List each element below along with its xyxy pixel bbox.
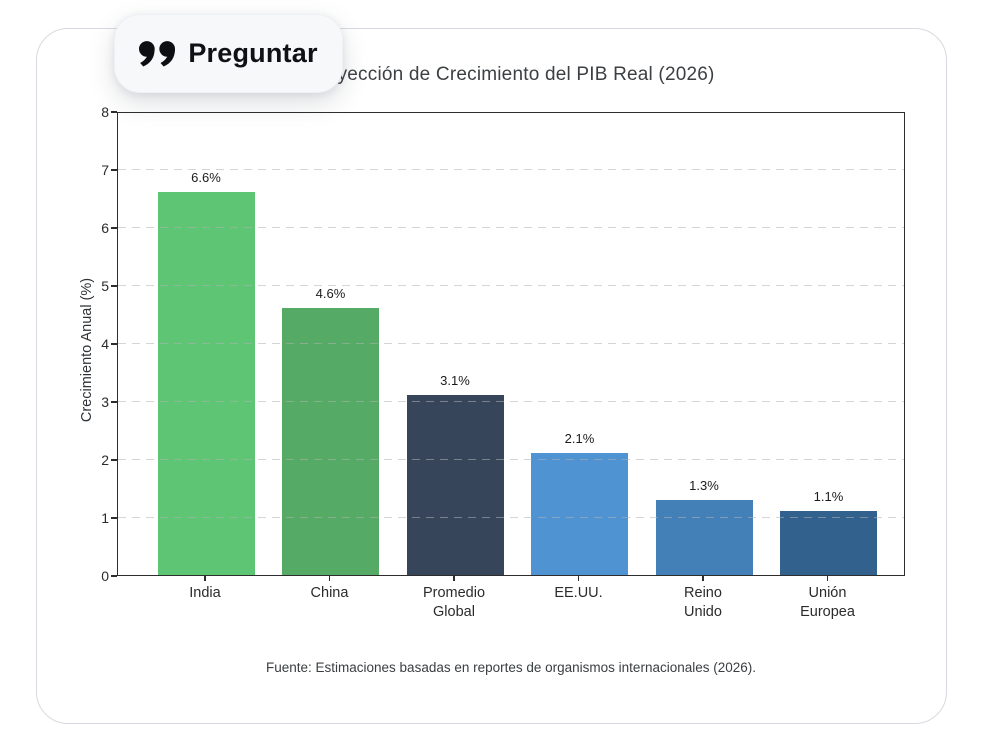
- bar: [531, 453, 628, 575]
- y-tick-label: 1: [101, 510, 109, 526]
- x-tick: [204, 576, 206, 581]
- source-note: Fuente: Estimaciones basadas en reportes…: [265, 660, 757, 675]
- y-tick: [111, 575, 117, 577]
- y-tick: [111, 517, 117, 519]
- ask-button-label: Preguntar: [188, 38, 318, 68]
- chart-title: Proyección de Crecimiento del PIB Real (…: [307, 64, 715, 85]
- gridline: [118, 342, 904, 344]
- x-tick-label: Reino Unido: [684, 585, 722, 620]
- bar-value-label: 4.6%: [315, 286, 346, 302]
- x-tick: [328, 576, 331, 581]
- bar: [406, 395, 504, 575]
- x-tick-label: India: [189, 585, 221, 601]
- x-tick: [453, 576, 455, 581]
- bar-value-label: 1.1%: [813, 489, 844, 505]
- x-tick-label: China: [310, 585, 349, 601]
- bar: [157, 192, 255, 575]
- bar-value-label: 2.1%: [564, 431, 595, 447]
- gridline: [118, 400, 904, 402]
- y-tick-label: 8: [101, 104, 109, 120]
- y-tick: [111, 227, 117, 229]
- bar: [282, 308, 379, 575]
- y-tick-label: 2: [101, 452, 109, 468]
- y-tick-label: 3: [101, 394, 109, 410]
- y-tick-label: 5: [101, 278, 109, 294]
- ask-button[interactable]: Preguntar: [114, 14, 343, 93]
- y-tick: [111, 169, 117, 171]
- x-tick-label: Unión Europea: [800, 585, 855, 620]
- plot-area: 6.6% 4.6% 3.1% 2.1% 1.3% 1.1%: [117, 112, 905, 576]
- x-tick: [702, 576, 704, 581]
- gridline: [118, 458, 904, 460]
- y-tick-label: 6: [101, 220, 109, 236]
- bar-value-label: 1.3%: [689, 477, 719, 493]
- bar-value-label: 6.6%: [191, 170, 221, 186]
- y-tick: [111, 343, 117, 345]
- y-tick: [111, 459, 117, 461]
- y-tick: [111, 285, 117, 287]
- gridline: [118, 226, 904, 228]
- y-tick-label: 4: [101, 336, 109, 352]
- bar-value-label: 3.1%: [440, 373, 470, 389]
- x-tick: [826, 576, 829, 581]
- gridline: [118, 284, 904, 286]
- bar: [655, 499, 753, 575]
- y-tick-label: 7: [101, 162, 109, 178]
- x-tick-label: Promedio Global: [422, 585, 486, 620]
- y-tick-label: 0: [101, 568, 109, 584]
- x-tick-label: EE.UU.: [554, 585, 603, 601]
- x-tick: [577, 576, 580, 581]
- quote-icon: [139, 40, 176, 67]
- y-tick: [111, 401, 117, 403]
- gridline: [118, 516, 904, 518]
- bar: [780, 511, 877, 575]
- y-tick: [111, 111, 117, 113]
- gridline: [118, 168, 904, 170]
